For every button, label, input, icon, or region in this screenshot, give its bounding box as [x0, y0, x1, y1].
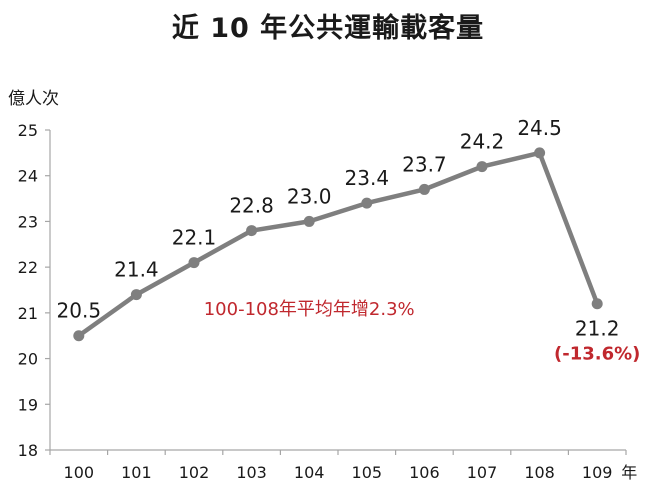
x-tick-label: 102 [179, 463, 210, 482]
data-point [476, 161, 488, 173]
data-point [303, 215, 315, 227]
x-tick-label: 105 [352, 463, 383, 482]
data-label: 24.5 [517, 116, 562, 140]
data-label: 23.0 [287, 184, 332, 208]
x-tick-label: 104 [294, 463, 325, 482]
data-point [361, 197, 373, 209]
y-tick-label: 23 [18, 212, 38, 231]
data-point [591, 298, 603, 310]
x-tick-label: 109 [582, 463, 613, 482]
data-point [534, 147, 546, 159]
x-tick-label: 106 [409, 463, 440, 482]
y-tick-label: 18 [18, 441, 38, 460]
y-tick-label: 20 [18, 350, 38, 369]
data-label: 23.7 [402, 152, 447, 176]
y-tick-label: 21 [18, 304, 38, 323]
data-label: 22.1 [172, 226, 217, 250]
y-ticks: 18 19 20 21 22 23 24 25 [18, 121, 50, 460]
data-labels: 20.5 21.4 22.1 22.8 23.0 23.4 23.7 24.2 24.5 21.2 [57, 116, 620, 341]
average-growth-annotation: 100-108年平均年增2.3% [204, 299, 415, 320]
x-ticks: 100 101 102 103 104 105 106 107 108 109 [49, 450, 627, 482]
data-label: 20.5 [57, 299, 102, 323]
data-label: 21.2 [575, 317, 620, 341]
chart-title: 近 10 年公共運輸載客量 [171, 13, 485, 44]
y-tick-label: 24 [18, 167, 38, 186]
x-tick-label: 101 [121, 463, 152, 482]
data-point [418, 183, 430, 195]
y-tick-label: 25 [18, 121, 38, 140]
x-tick-label: 103 [236, 463, 267, 482]
data-label: 21.4 [114, 258, 159, 282]
x-axis-unit: 年 [621, 463, 637, 482]
series-line [77, 150, 600, 338]
data-point [73, 330, 85, 342]
x-tick-label: 108 [524, 463, 555, 482]
y-axis-label: 億人次 [8, 89, 59, 109]
data-label: 23.4 [345, 166, 390, 190]
data-point [246, 225, 258, 237]
last-change-annotation: (-13.6%) [554, 344, 640, 365]
x-tick-label: 100 [64, 463, 95, 482]
y-tick-label: 22 [18, 258, 38, 277]
data-label: 22.8 [229, 194, 274, 218]
data-label: 24.2 [460, 130, 505, 154]
y-tick-label: 19 [18, 395, 38, 414]
x-tick-label: 107 [467, 463, 498, 482]
data-points [73, 147, 603, 342]
data-point [130, 289, 142, 301]
data-point [188, 257, 200, 269]
